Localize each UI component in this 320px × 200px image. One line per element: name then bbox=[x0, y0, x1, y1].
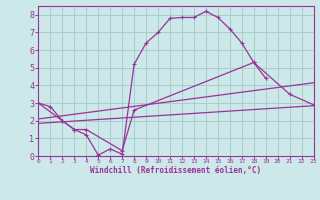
X-axis label: Windchill (Refroidissement éolien,°C): Windchill (Refroidissement éolien,°C) bbox=[91, 166, 261, 175]
